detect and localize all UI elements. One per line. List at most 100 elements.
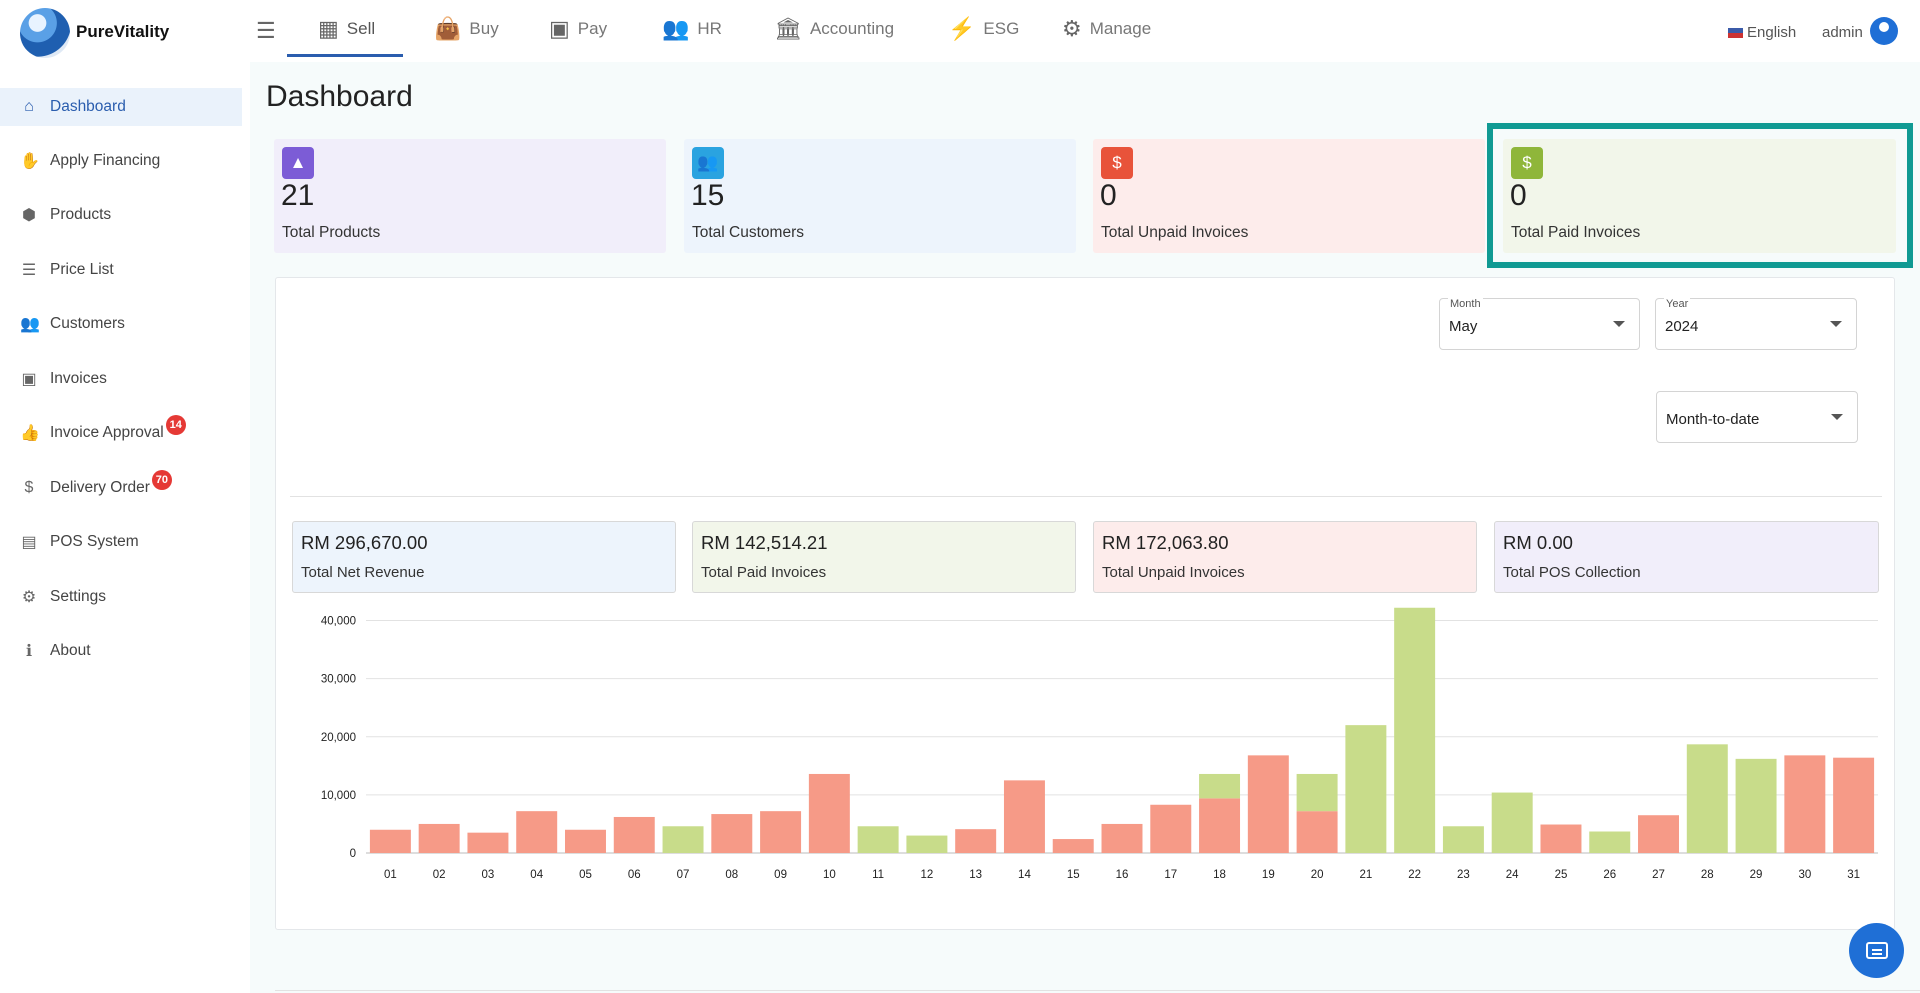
list-icon: ☰: [21, 262, 37, 279]
x-tick-label: 12: [921, 869, 934, 881]
info-icon: ℹ: [25, 643, 33, 660]
x-tick-label: 09: [774, 869, 787, 881]
bar-segment: [467, 832, 509, 853]
bar-segment: [1052, 839, 1094, 853]
sidebar-item-settings[interactable]: ⚙ Settings: [0, 578, 242, 616]
x-tick-label: 26: [1603, 869, 1616, 881]
stat-card-total-products[interactable]: ▲ 21 Total Products: [274, 139, 666, 253]
revenue-panel: Month May Year 2024 Month-to-date RM 296…: [275, 277, 1895, 930]
sidebar-item-label: Apply Financing: [50, 152, 161, 169]
kpi-total-paid-invoices: RM 142,514.21 Total Paid Invoices: [692, 521, 1076, 593]
nav-tab-manage[interactable]: ⚙ Manage: [1062, 0, 1151, 58]
bar-segment: [1394, 607, 1436, 853]
bar-segment: [1003, 780, 1045, 853]
menu-toggle-icon[interactable]: ☰: [256, 18, 276, 43]
nav-tab-sell[interactable]: ▦ Sell: [318, 0, 375, 58]
stat-card-total-customers[interactable]: 👥 15 Total Customers: [684, 139, 1076, 253]
brand-name[interactable]: PureVitality: [76, 22, 170, 41]
bar-segment: [1638, 815, 1680, 853]
bar-segment: [613, 816, 655, 853]
users-icon: 👥: [692, 147, 724, 179]
language-label: English: [1747, 24, 1797, 41]
stat-value: 21: [281, 179, 315, 212]
month-select-label: Month: [1448, 298, 1483, 310]
bar-segment: [1345, 725, 1387, 853]
x-tick-label: 23: [1457, 869, 1470, 881]
us-flag-icon: [1728, 27, 1743, 38]
avatar-icon[interactable]: [1870, 17, 1898, 45]
stat-card-total-unpaid-invoices[interactable]: $ 0 Total Unpaid Invoices: [1093, 139, 1485, 253]
kpi-value: RM 0.00: [1503, 532, 1573, 553]
sidebar-item-invoices[interactable]: ▣ Invoices: [0, 360, 242, 398]
bar-segment: [1686, 744, 1728, 853]
x-tick-label: 15: [1067, 869, 1080, 881]
invoice-icon: $: [1101, 147, 1133, 179]
sidebar-item-label: Price List: [50, 261, 114, 278]
y-tick-label: 20,000: [321, 732, 356, 744]
bar-segment: [1296, 773, 1338, 812]
nav-tab-buy[interactable]: 👜 Buy: [434, 0, 499, 58]
bar-segment: [1150, 804, 1192, 853]
y-tick-label: 0: [350, 848, 356, 860]
y-tick-label: 10,000: [321, 790, 356, 802]
sidebar-item-pos-system[interactable]: ▤ POS System: [0, 523, 242, 561]
language-selector[interactable]: English: [1728, 24, 1796, 41]
sidebar-item-invoice-approval[interactable]: 👍 Invoice Approval 14: [0, 414, 242, 452]
bar-segment: [1247, 755, 1289, 853]
nav-tab-pay[interactable]: ▣ Pay: [549, 0, 607, 58]
sidebar-item-about[interactable]: ℹ About: [0, 632, 242, 670]
kpi-value: RM 296,670.00: [301, 532, 428, 553]
nav-tab-label: Sell: [346, 19, 376, 38]
stat-label: Total Products: [282, 224, 381, 241]
x-tick-label: 20: [1311, 869, 1324, 881]
sidebar-item-customers[interactable]: 👥 Customers: [0, 305, 242, 343]
thumbs-up-icon: 👍: [20, 425, 40, 442]
bar-segment: [1491, 792, 1533, 853]
year-select[interactable]: Year 2024: [1655, 298, 1857, 350]
bar-segment: [1540, 824, 1582, 853]
bar-segment: [662, 826, 704, 853]
home-icon: ⌂: [24, 98, 34, 115]
bar-segment: [418, 823, 460, 853]
stat-card-total-paid-invoices[interactable]: $ 0 Total Paid Invoices: [1503, 139, 1896, 253]
x-tick-label: 19: [1262, 869, 1275, 881]
stat-value: 0: [1100, 179, 1117, 212]
sidebar-item-apply-financing[interactable]: ✋ Apply Financing: [0, 142, 242, 180]
bar-segment: [955, 829, 997, 853]
period-select[interactable]: Month-to-date: [1656, 391, 1858, 443]
bank-icon: 🏛: [774, 16, 802, 41]
month-select[interactable]: Month May: [1439, 298, 1640, 350]
sidebar-item-delivery-order[interactable]: $ Delivery Order 70: [0, 469, 242, 507]
year-select-label: Year: [1664, 298, 1691, 310]
sidebar-item-label: About: [50, 642, 91, 659]
month-select-value: May: [1449, 318, 1478, 335]
gear-icon: ⚙: [21, 589, 37, 606]
nav-tab-hr[interactable]: 👥 HR: [662, 0, 722, 58]
sidebar-item-dashboard[interactable]: ⌂ Dashboard: [0, 88, 242, 126]
kpi-label: Total Unpaid Invoices: [1102, 564, 1245, 581]
sidebar-item-price-list[interactable]: ☰ Price List: [0, 251, 242, 289]
divider: [290, 496, 1882, 497]
nav-tab-label: ESG: [983, 19, 1020, 38]
stat-value: 15: [691, 179, 725, 212]
nav-tab-label: HR: [697, 19, 722, 38]
logo-icon[interactable]: [20, 8, 70, 58]
nav-tab-accounting[interactable]: 🏛 Accounting: [774, 0, 894, 58]
money-bill-icon: ▣: [21, 371, 37, 388]
kpi-value: RM 142,514.21: [701, 532, 828, 553]
x-tick-label: 01: [384, 869, 397, 881]
bar-segment: [1589, 831, 1631, 853]
nav-tab-esg[interactable]: ⚡ ESG: [948, 0, 1019, 58]
users-icon: 👥: [20, 316, 40, 333]
chat-button[interactable]: [1849, 923, 1904, 978]
sidebar-item-products[interactable]: ⬢ Products: [0, 196, 242, 234]
x-tick-label: 22: [1408, 869, 1421, 881]
x-tick-label: 03: [482, 869, 495, 881]
user-name[interactable]: admin: [1822, 24, 1863, 41]
x-tick-label: 31: [1847, 869, 1860, 881]
bar-segment: [760, 811, 802, 853]
kpi-total-pos-collection: RM 0.00 Total POS Collection: [1494, 521, 1879, 593]
nav-tab-label: Buy: [469, 19, 499, 38]
x-tick-label: 06: [628, 869, 641, 881]
x-tick-label: 05: [579, 869, 592, 881]
